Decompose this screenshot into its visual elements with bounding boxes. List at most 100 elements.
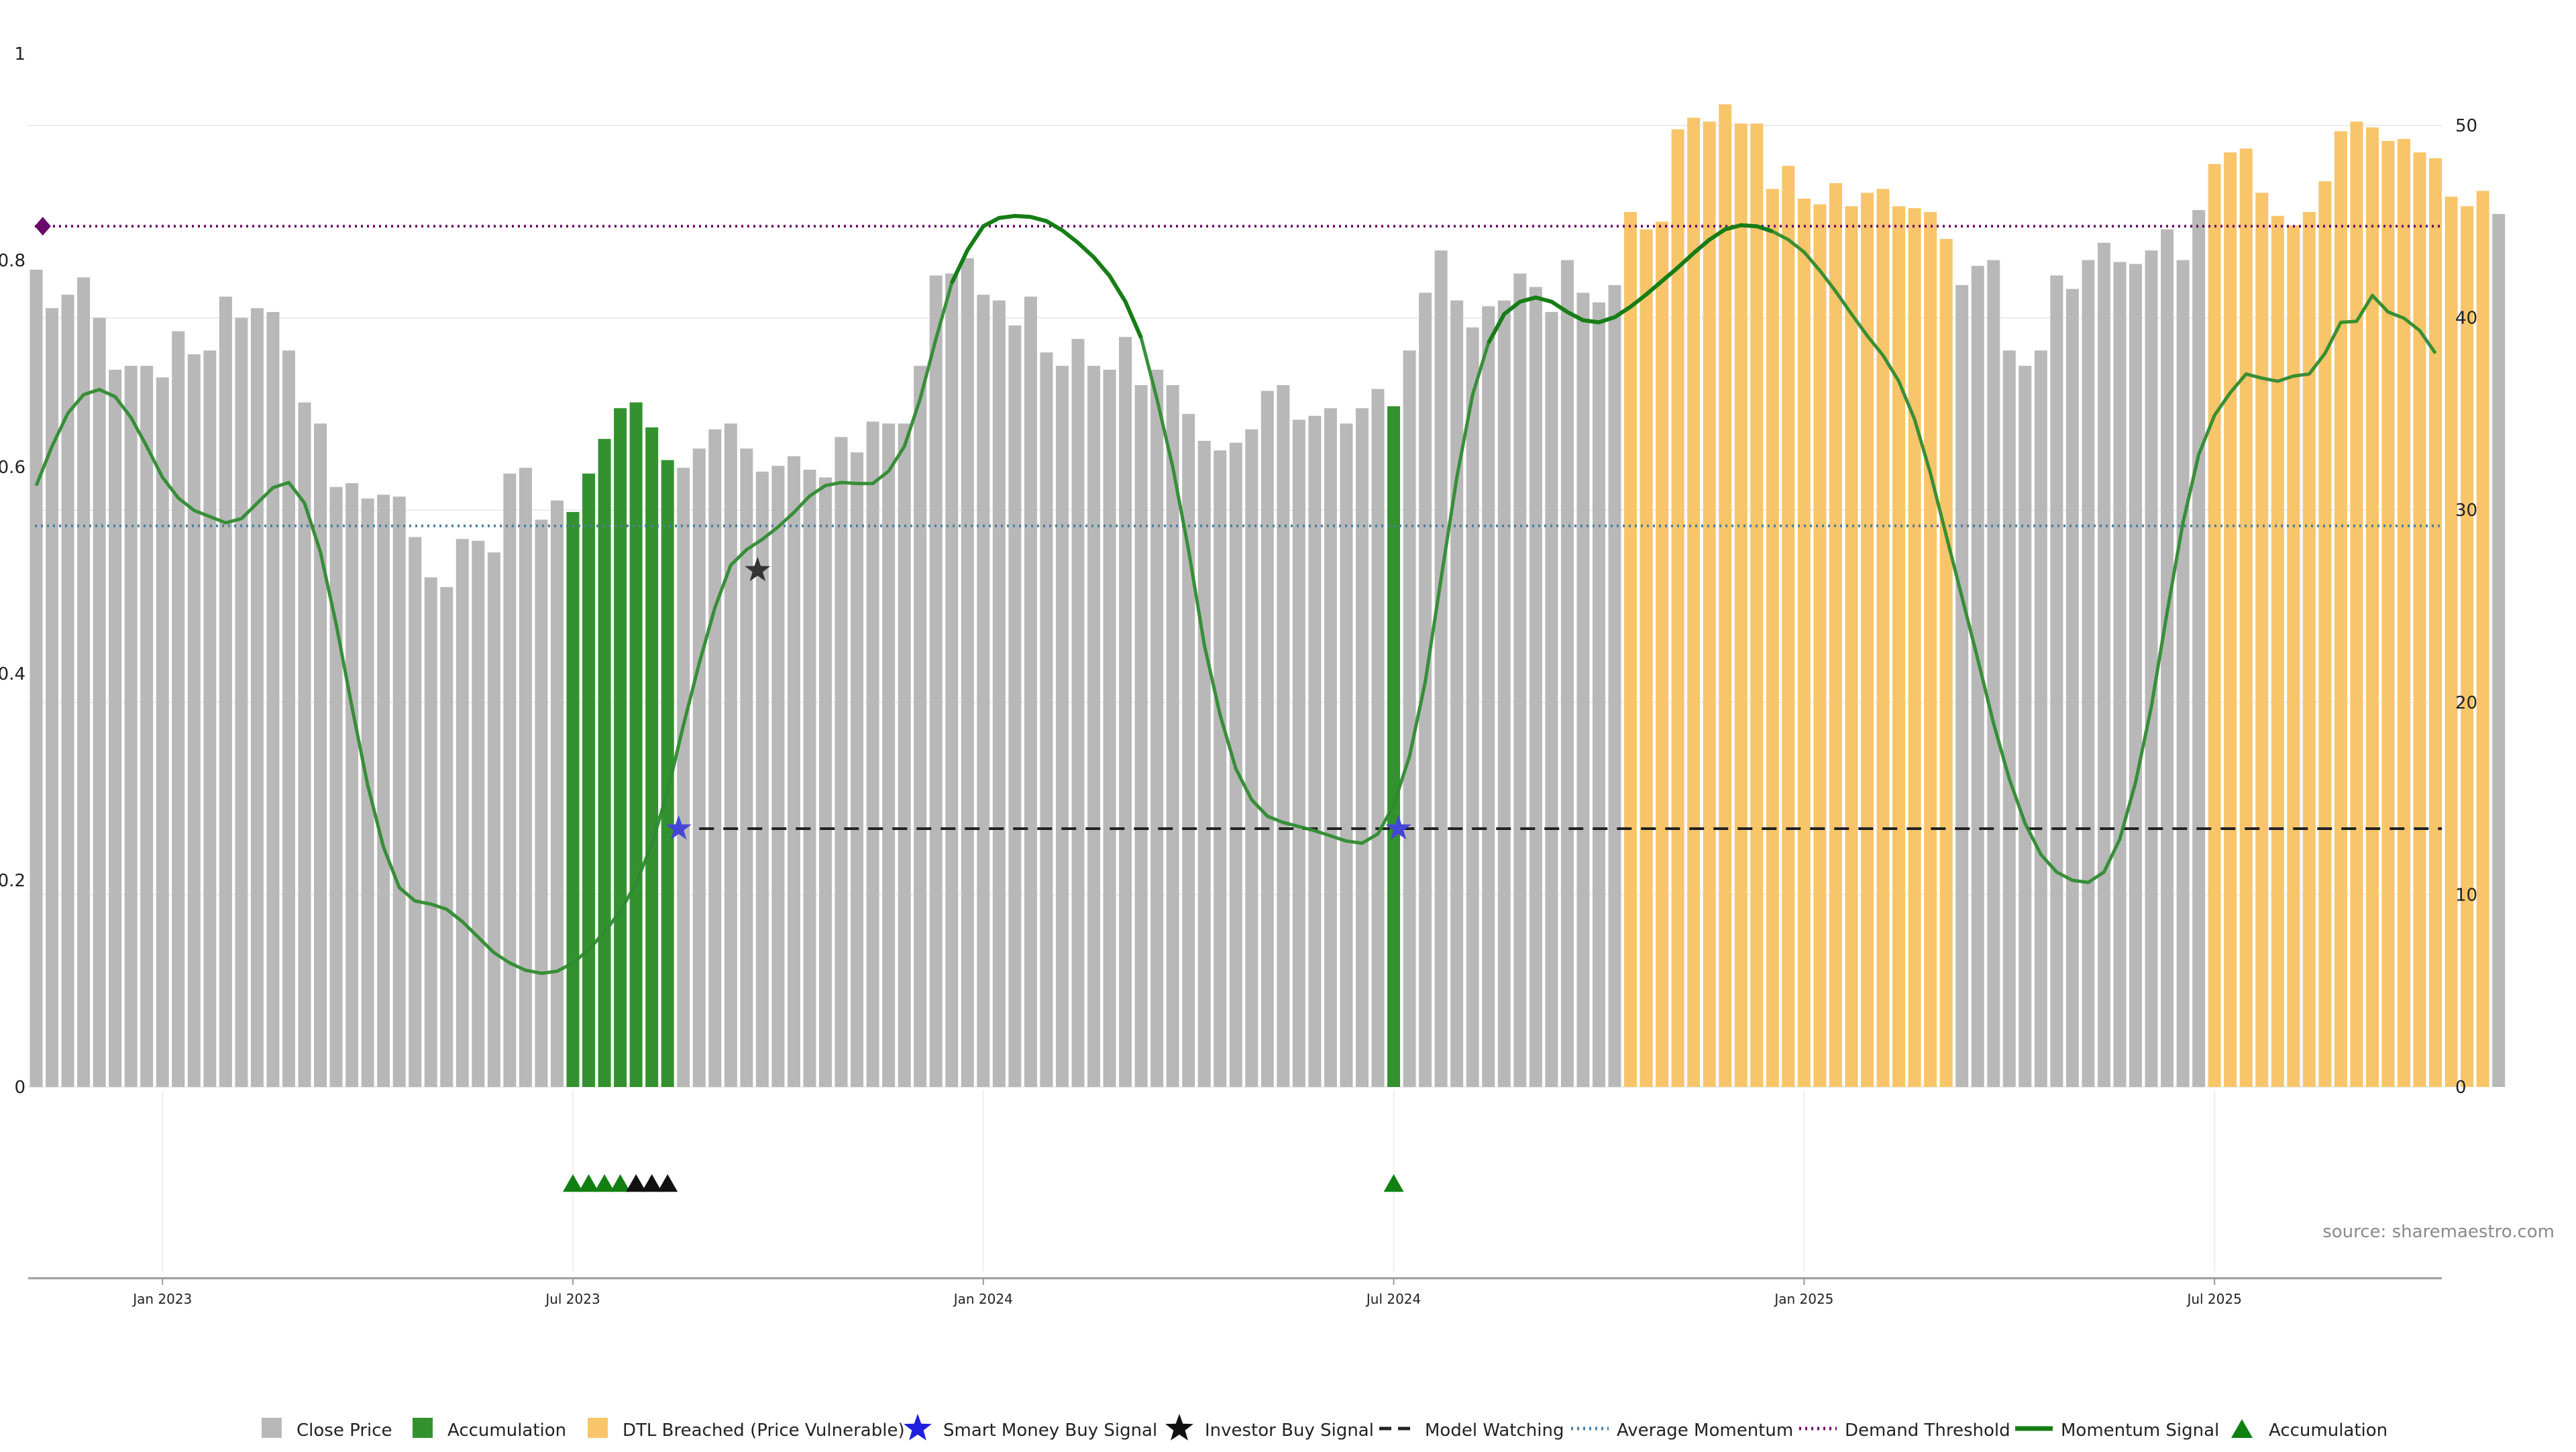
price-bar	[1640, 229, 1653, 1087]
demand-threshold-marker	[34, 217, 51, 236]
price-bar	[1971, 266, 1984, 1087]
price-bar	[1277, 384, 1290, 1088]
price-bar	[2208, 164, 2221, 1087]
price-bar	[724, 423, 737, 1087]
price-bar	[1592, 302, 1605, 1087]
axes: Jan 2023 Jul 2023 Jan 2024 Jul 2024 Jan 2025…	[0, 44, 2477, 1307]
x-tick-label: Jul 2025	[2186, 1291, 2241, 1307]
price-bar	[1103, 369, 1116, 1088]
price-bar	[298, 402, 311, 1087]
price-bar	[109, 369, 122, 1088]
price-bar	[1876, 189, 1890, 1087]
price-bar	[2413, 152, 2426, 1087]
price-bar	[2429, 158, 2443, 1087]
legend-triangle-icon	[2231, 1419, 2253, 1438]
investor-triangle	[641, 1174, 662, 1192]
right-tick-label: 20	[2455, 693, 2477, 713]
price-bar	[1766, 189, 1779, 1087]
legend-item-accumulation: Accumulation	[413, 1418, 566, 1441]
accumulation-triangle	[610, 1174, 631, 1192]
price-bar	[1403, 350, 1416, 1087]
price-bar	[2492, 213, 2506, 1088]
price-bar	[1024, 297, 1037, 1088]
price-bar	[1734, 123, 1748, 1087]
price-bar	[1576, 293, 1590, 1087]
right-tick-label: 0	[2455, 1078, 2467, 1098]
price-bar	[519, 468, 532, 1087]
price-bar	[2224, 152, 2237, 1087]
price-bar	[124, 366, 138, 1087]
legend-label: Accumulation	[2269, 1420, 2387, 1441]
legend-item-investor: Investor Buy Signal	[1165, 1414, 1374, 1441]
price-bar	[1040, 352, 1053, 1087]
price-bar	[1671, 129, 1684, 1088]
smart-money-buy-star	[665, 815, 692, 840]
price-bars	[30, 104, 2506, 1088]
legend-label: Smart Money Buy Signal	[943, 1420, 1157, 1441]
signal-markers	[34, 217, 1411, 1192]
price-bar	[914, 366, 927, 1087]
right-tick-label: 50	[2455, 116, 2477, 136]
price-bar	[661, 460, 674, 1087]
price-bar	[992, 300, 1006, 1087]
price-bar	[1008, 325, 1022, 1088]
price-bar	[614, 408, 627, 1087]
price-bar	[2287, 225, 2300, 1088]
legend-item-dtl: DTL Breached (Price Vulnerable)	[588, 1418, 905, 1441]
accumulation-triangle	[594, 1174, 615, 1192]
legend-label: Demand Threshold	[1845, 1420, 2010, 1441]
price-bar	[1860, 193, 1874, 1087]
price-bar	[1529, 287, 1542, 1087]
price-bar	[266, 312, 280, 1088]
price-bar	[1292, 419, 1305, 1087]
price-bar	[2476, 191, 2489, 1088]
legend-item-model: Model Watching	[1379, 1420, 1564, 1441]
price-bar	[677, 468, 690, 1087]
price-bar	[1214, 450, 1227, 1087]
price-bar	[1119, 337, 1132, 1087]
legend-swatch	[262, 1418, 282, 1438]
price-bar	[1166, 384, 1179, 1088]
legend-label: DTL Breached (Price Vulnerable)	[623, 1420, 905, 1441]
price-bar	[2050, 275, 2063, 1088]
price-bar	[2318, 181, 2332, 1087]
price-bar	[219, 297, 232, 1088]
price-bar	[1356, 408, 1369, 1087]
price-bar	[2239, 148, 2253, 1088]
price-bar	[314, 423, 327, 1087]
price-bar	[392, 497, 406, 1087]
price-bar	[2350, 121, 2363, 1087]
price-bar	[77, 277, 91, 1087]
x-tick-label: Jan 2023	[131, 1291, 192, 1307]
price-bar	[1466, 327, 1479, 1088]
price-bar	[692, 448, 706, 1087]
price-bar	[582, 473, 596, 1087]
threshold-lines	[35, 225, 2442, 830]
right-tick-label: 40	[2455, 309, 2477, 329]
price-bar	[1829, 183, 1842, 1088]
price-bar	[1245, 429, 1258, 1087]
price-bar	[898, 423, 911, 1087]
price-bar	[1197, 441, 1211, 1087]
legend-item-smart_money: Smart Money Buy Signal	[904, 1414, 1157, 1441]
momentum-rising-segment	[1487, 223, 1774, 344]
x-tick-label: Jul 2023	[544, 1291, 600, 1307]
price-bar	[1703, 121, 1716, 1087]
price-bar	[1513, 273, 1527, 1087]
price-bar	[1545, 312, 1558, 1088]
price-bar	[377, 495, 390, 1087]
legend-item-momentum: Momentum Signal	[2015, 1420, 2219, 1441]
price-bar	[1687, 117, 1701, 1087]
right-tick-label: 10	[2455, 885, 2477, 905]
price-bar	[1813, 204, 1827, 1088]
price-bar	[329, 486, 343, 1087]
price-bar	[1955, 284, 1969, 1088]
price-bar	[1371, 388, 1385, 1087]
price-bar	[550, 500, 564, 1087]
left-tick-label: 0.8	[0, 251, 25, 271]
price-bar	[409, 537, 422, 1087]
price-bar	[2113, 262, 2127, 1088]
price-bar	[740, 448, 753, 1087]
